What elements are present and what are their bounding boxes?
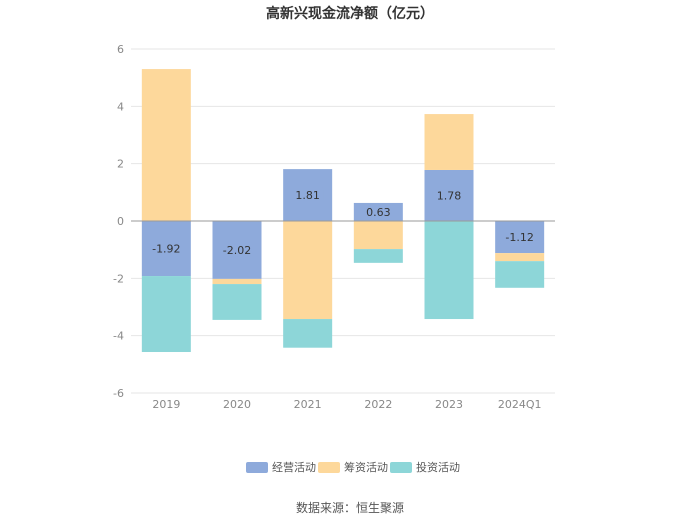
source-note: 数据来源：恒生聚源 [296,500,404,515]
data-label: -2.02 [223,244,251,257]
y-tick-label: 0 [117,215,124,228]
x-tick-label: 2021 [294,398,322,411]
chart-title: 高新兴现金流净额（亿元） [266,5,434,22]
legend-swatch [246,462,268,473]
x-tick-label: 2019 [152,398,180,411]
bar-segment [495,261,545,288]
data-label: -1.92 [152,243,180,256]
y-tick-label: 2 [117,158,124,171]
legend-label: 筹资活动 [344,460,388,474]
bar-segment [495,253,545,262]
data-label-bg [217,241,257,258]
x-tick-label: 2023 [435,398,463,411]
legend-label: 经营活动 [272,460,316,474]
legend: 经营活动 筹资活动 投资活动 [246,460,460,474]
data-label-bg [291,187,324,204]
data-label: 1.81 [295,189,320,202]
data-label-bg [432,187,466,204]
legend-label: 投资活动 [416,460,460,474]
x-axis: 2019 2020 2021 2022 2023 2024Q1 [152,398,541,411]
y-tick-label: 4 [117,100,124,113]
bar-segment [212,278,262,285]
x-tick-label: 2020 [223,398,251,411]
bar-segment [424,221,474,320]
bar-segment [283,319,333,348]
legend-swatch [318,462,340,473]
data-label: -1.12 [505,231,533,244]
data-label: 1.78 [437,189,462,202]
y-tick-label: -6 [113,387,124,400]
bar-segment [353,249,403,263]
data-label-bg [362,203,395,220]
bars [141,69,545,353]
bar-segment [353,221,403,250]
y-tick-label: -2 [113,272,124,285]
data-label-bg [500,229,540,246]
y-tick-label: 6 [117,43,124,56]
grid [131,48,555,394]
data-label-bg [146,240,186,257]
bar-segment [283,221,333,320]
data-label: 0.63 [366,206,391,219]
bar-segment [212,284,262,320]
data-labels: -1.92 -2.02 1.81 0.63 1.78 -1.12 [146,187,540,258]
bar-segment [141,276,191,353]
bar-segment [424,114,474,170]
y-axis: 6 4 2 0 -2 -4 -6 [113,43,124,400]
x-tick-label: 2022 [364,398,392,411]
x-tick-label: 2024Q1 [498,398,542,411]
y-tick-label: -4 [113,330,124,343]
bar-segment [141,69,191,221]
legend-swatch [390,462,412,473]
